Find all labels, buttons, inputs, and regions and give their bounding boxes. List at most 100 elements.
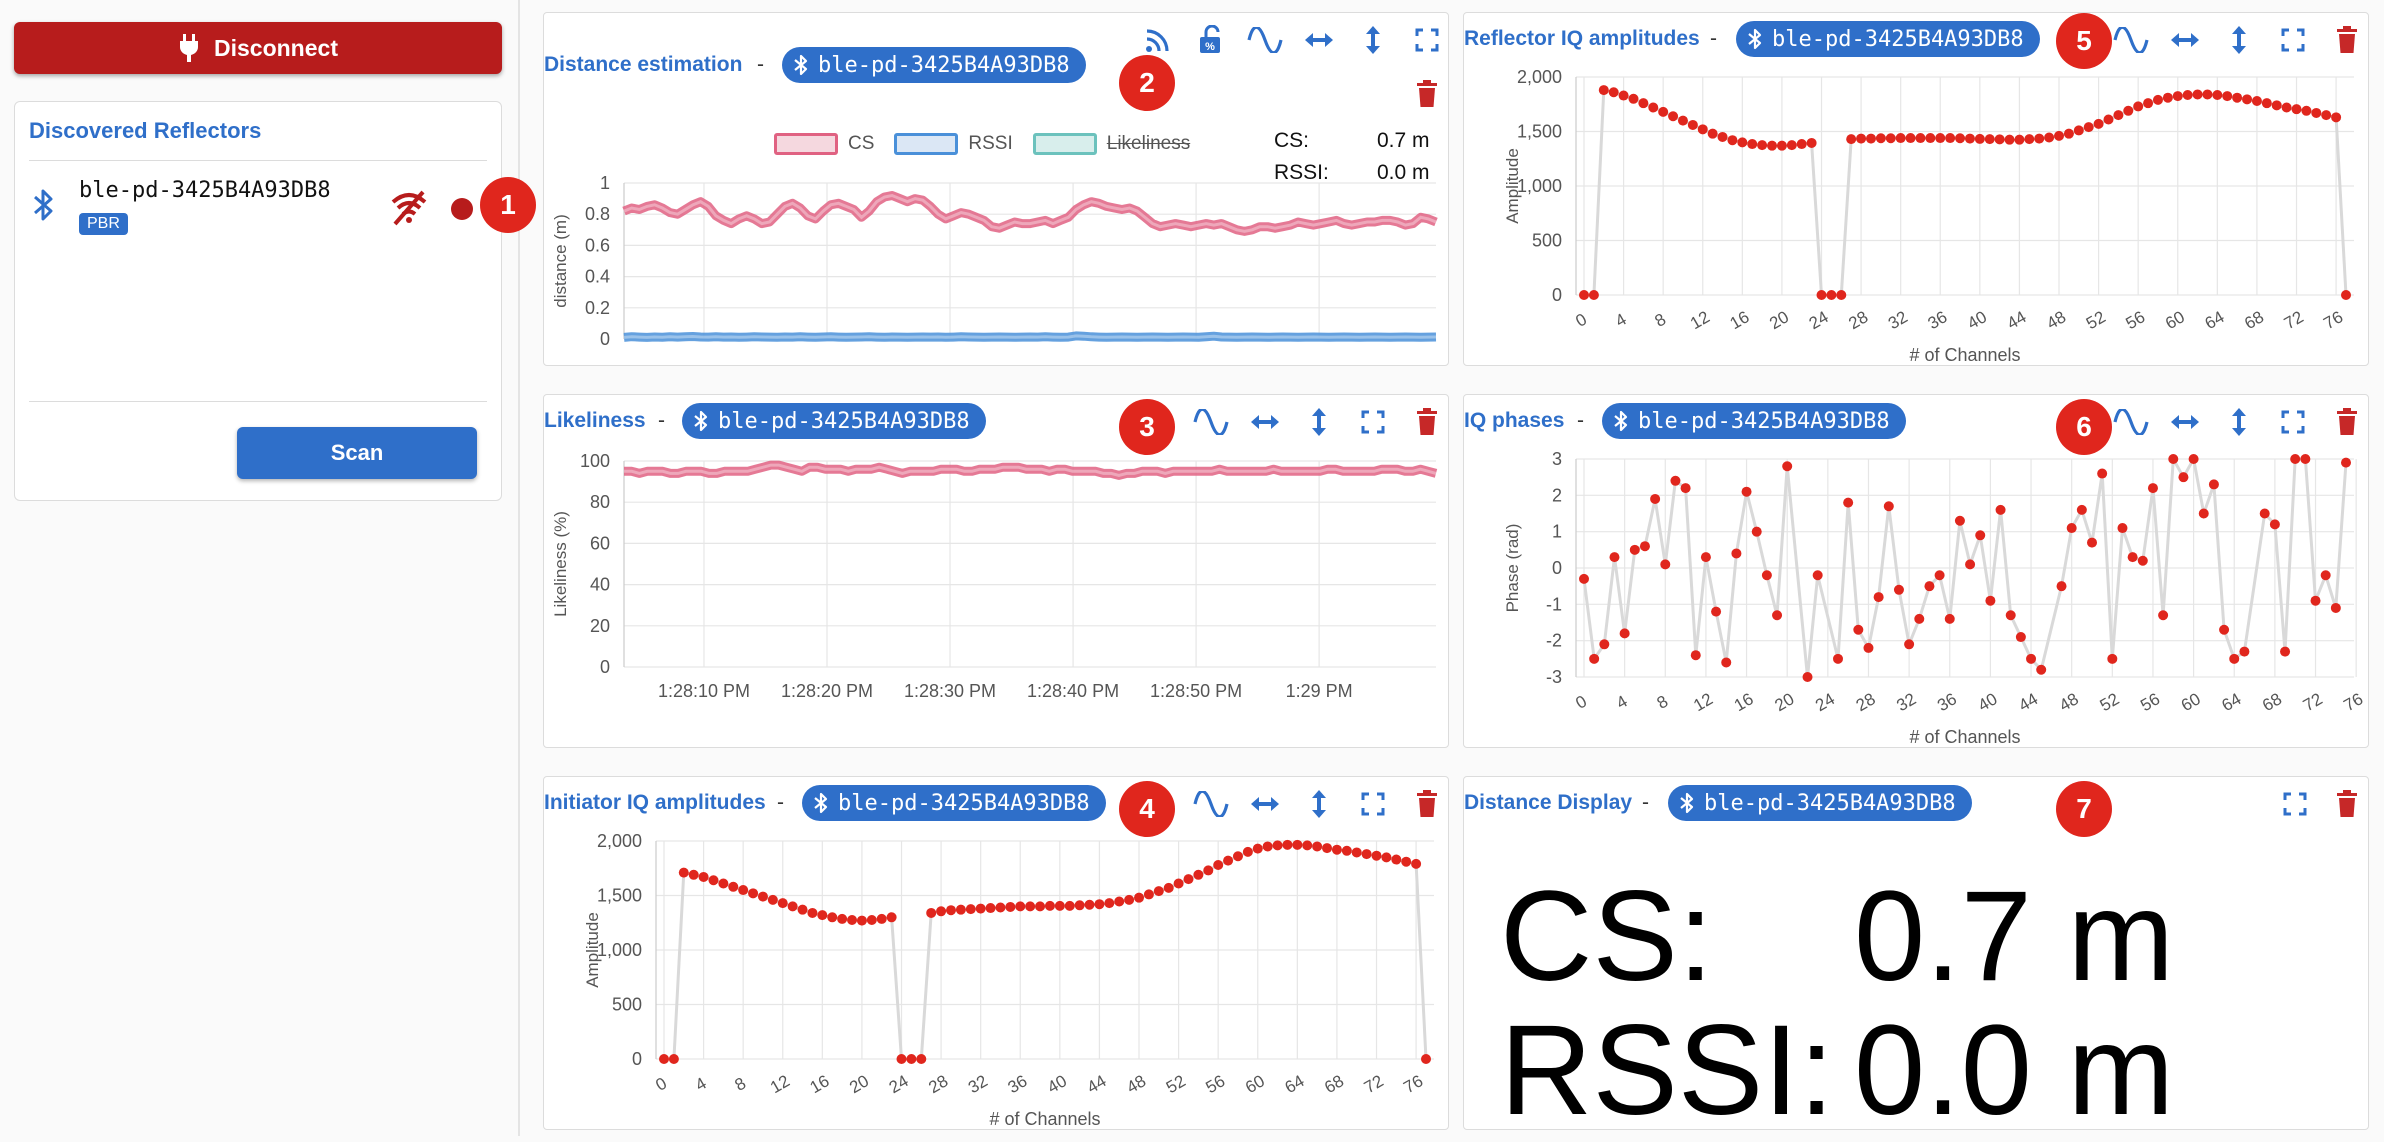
data-point bbox=[1272, 840, 1283, 851]
horizontal-expand-icon[interactable] bbox=[2166, 403, 2204, 441]
data-point bbox=[1193, 869, 1204, 880]
data-point bbox=[1628, 93, 1639, 104]
legend-likeliness[interactable]: Likeliness bbox=[1106, 133, 1191, 154]
likeliness-panel: Likeliness - ble-pd-3425B4A93DB8 3 0 20 40… bbox=[543, 394, 1449, 748]
data-point bbox=[985, 903, 996, 914]
disconnect-button[interactable]: Disconnect bbox=[14, 22, 502, 74]
x-tick-label: 44 bbox=[1084, 1071, 1110, 1097]
data-point bbox=[1391, 854, 1402, 865]
y-tick-label: 1 bbox=[600, 173, 610, 193]
panel-title: IQ phases bbox=[1464, 409, 1565, 432]
fullscreen-icon[interactable] bbox=[1354, 785, 1392, 823]
y-tick-label: -3 bbox=[1546, 667, 1562, 687]
data-point bbox=[1776, 140, 1787, 151]
device-chip[interactable]: ble-pd-3425B4A93DB8 bbox=[1736, 21, 2040, 57]
wave-icon[interactable] bbox=[2112, 21, 2150, 59]
title-separator: - bbox=[757, 53, 764, 76]
data-point bbox=[1282, 839, 1293, 850]
data-point bbox=[2137, 555, 2148, 566]
horizontal-expand-icon[interactable] bbox=[1246, 403, 1284, 441]
x-tick-label: 0 bbox=[1572, 692, 1590, 713]
data-point bbox=[1262, 841, 1273, 852]
x-tick-label: 1:28:40 PM bbox=[1027, 681, 1119, 701]
fullscreen-icon[interactable] bbox=[2274, 21, 2312, 59]
trash-icon[interactable] bbox=[2328, 21, 2366, 59]
x-tick-label: 40 bbox=[1044, 1071, 1070, 1097]
fullscreen-icon[interactable] bbox=[1408, 21, 1446, 59]
trash-icon[interactable] bbox=[1408, 75, 1446, 113]
data-point bbox=[1786, 140, 1797, 151]
data-point bbox=[1782, 461, 1793, 472]
vertical-expand-icon[interactable] bbox=[2220, 21, 2258, 59]
device-chip[interactable]: ble-pd-3425B4A93DB8 bbox=[682, 403, 986, 439]
legend-cs[interactable]: CS bbox=[848, 133, 875, 154]
fullscreen-icon[interactable] bbox=[2274, 403, 2312, 441]
wave-icon[interactable] bbox=[1192, 403, 1230, 441]
data-point bbox=[2301, 105, 2312, 116]
y-tick-label: 1,500 bbox=[597, 886, 642, 906]
x-tick-label: 12 bbox=[1690, 689, 1716, 715]
data-point bbox=[1731, 548, 1742, 559]
data-point bbox=[1914, 613, 1925, 624]
x-tick-label: 76 bbox=[2320, 307, 2346, 333]
x-tick-label: 8 bbox=[1652, 310, 1670, 331]
x-tick-label: 1:28:10 PM bbox=[658, 681, 750, 701]
big-cs-label: CS: bbox=[1500, 865, 1714, 1008]
fullscreen-icon[interactable] bbox=[2276, 785, 2314, 823]
vertical-expand-icon[interactable] bbox=[1300, 785, 1338, 823]
data-point bbox=[1608, 87, 1619, 98]
data-point bbox=[1411, 858, 1422, 869]
wave-icon[interactable] bbox=[1192, 785, 1230, 823]
horizontal-expand-icon[interactable] bbox=[1300, 21, 1338, 59]
data-point bbox=[1865, 133, 1876, 144]
device-chip-label: ble-pd-3425B4A93DB8 bbox=[838, 790, 1090, 816]
wifi-off-icon[interactable] bbox=[389, 190, 429, 226]
device-chip[interactable]: ble-pd-3425B4A93DB8 bbox=[1602, 403, 1906, 439]
data-point bbox=[2251, 95, 2262, 106]
data-point bbox=[2269, 519, 2280, 530]
legend-rssi[interactable]: RSSI bbox=[968, 133, 1013, 154]
x-tick-label: 48 bbox=[2056, 689, 2082, 715]
data-point bbox=[2259, 508, 2270, 519]
data-point bbox=[2103, 114, 2114, 125]
device-chip[interactable]: ble-pd-3425B4A93DB8 bbox=[782, 47, 1086, 83]
bluetooth-icon bbox=[814, 792, 828, 814]
wave-icon[interactable] bbox=[2112, 403, 2150, 441]
wave-icon[interactable] bbox=[1246, 21, 1284, 59]
y-tick-label: 60 bbox=[590, 533, 610, 553]
fullscreen-icon[interactable] bbox=[1354, 403, 1392, 441]
y-tick-label: 2,000 bbox=[1517, 67, 1562, 87]
data-point bbox=[2261, 98, 2272, 109]
data-point bbox=[975, 903, 986, 914]
data-point bbox=[1232, 851, 1243, 862]
data-point bbox=[2133, 101, 2144, 112]
vertical-expand-icon[interactable] bbox=[1300, 403, 1338, 441]
readout-rssi-value: 0.0 m bbox=[1377, 161, 1430, 184]
data-point bbox=[2014, 134, 2025, 145]
y-tick-label: 0.2 bbox=[585, 298, 610, 318]
rss-icon[interactable] bbox=[1139, 21, 1177, 59]
title-separator: - bbox=[1642, 791, 1649, 814]
horizontal-expand-icon[interactable] bbox=[2166, 21, 2204, 59]
trash-icon[interactable] bbox=[1408, 785, 1446, 823]
device-chip[interactable]: ble-pd-3425B4A93DB8 bbox=[1668, 785, 1972, 821]
device-name[interactable]: ble-pd-3425B4A93DB8 bbox=[79, 178, 331, 203]
data-point bbox=[2300, 454, 2311, 464]
vertical-expand-icon[interactable] bbox=[1354, 21, 1392, 59]
horizontal-expand-icon[interactable] bbox=[1246, 785, 1284, 823]
trash-icon[interactable] bbox=[2328, 785, 2366, 823]
trash-icon[interactable] bbox=[2328, 403, 2366, 441]
data-point bbox=[1292, 839, 1303, 850]
trash-icon[interactable] bbox=[1408, 403, 1446, 441]
scan-button[interactable]: Scan bbox=[237, 427, 477, 479]
data-point bbox=[876, 913, 887, 924]
bluetooth-icon bbox=[34, 189, 53, 221]
unlock-percent-icon[interactable]: % bbox=[1192, 21, 1230, 59]
device-chip[interactable]: ble-pd-3425B4A93DB8 bbox=[802, 785, 1106, 821]
readout-cs-value: 0.7 m bbox=[1377, 129, 1430, 152]
data-point bbox=[965, 904, 976, 915]
vertical-expand-icon[interactable] bbox=[2220, 403, 2258, 441]
big-cs-value: 0.7 m bbox=[1854, 865, 2175, 1008]
y-tick-label: 1 bbox=[1552, 522, 1562, 542]
